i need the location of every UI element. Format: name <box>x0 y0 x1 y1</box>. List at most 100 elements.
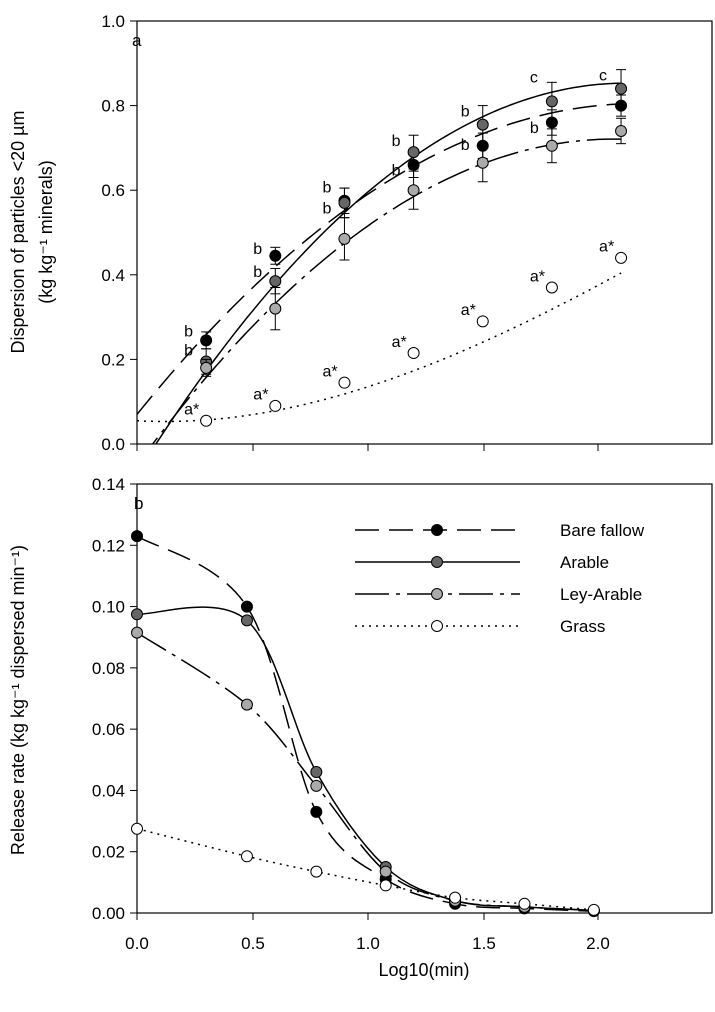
panel-b-point-3 <box>518 897 531 910</box>
panel-b-ytick-label: 0.08 <box>92 659 125 678</box>
panel-b-ytick-label: 0.04 <box>92 781 125 800</box>
panel-a-point-1 <box>407 146 420 159</box>
panel-b-point-2 <box>310 779 323 792</box>
panel-a-sig-label: a* <box>530 268 545 285</box>
panel-b-xtick-label: 0.5 <box>241 934 265 953</box>
panel-a-sig-label: c <box>530 69 538 86</box>
panel-a-point-3 <box>200 414 213 427</box>
panel-a-sig-label: a* <box>184 402 199 419</box>
panel-a-point-1 <box>269 275 282 288</box>
panel-b-point-3 <box>310 865 323 878</box>
panel-a-point-1 <box>615 82 628 95</box>
legend-label-0: Bare fallow <box>560 521 645 540</box>
panel-b-frame <box>136 483 713 914</box>
panel-b-ytick-label: 0.14 <box>92 475 125 494</box>
panel-a-sig-label: b <box>253 264 262 281</box>
panel-a-point-2 <box>200 361 213 374</box>
panel-b-point-2 <box>379 865 392 878</box>
legend-label-1: Arable <box>560 553 609 572</box>
panel-a-fit-1 <box>154 82 622 444</box>
panel-a-point-1 <box>476 118 489 131</box>
panel-a-fit-2 <box>151 138 622 444</box>
panel-a-point-2 <box>615 124 628 137</box>
panel-a-sig-label: c <box>599 67 607 84</box>
panel-b-label: b <box>134 494 143 513</box>
panel-a-sig-label: b <box>322 201 331 218</box>
panel-a-sig-label: a* <box>392 334 407 351</box>
panel-b-ytick-label: 0.02 <box>92 843 125 862</box>
panel-b-ytick-label: 0.10 <box>92 598 125 617</box>
panel-a-sig-label: b <box>253 241 262 258</box>
panel-a-point-3 <box>615 251 628 264</box>
panel-a-sig-label: b <box>184 323 193 340</box>
panel-a-fit-3 <box>137 272 622 423</box>
panel-a-point-2 <box>269 302 282 315</box>
panel-b-line-1 <box>136 606 594 912</box>
panel-a-point-2 <box>407 184 420 197</box>
legend-label-2: Ley-Arable <box>560 585 642 604</box>
panel-a-sig-label: b <box>392 163 401 180</box>
legend-label-3: Grass <box>560 617 605 636</box>
panel-a-sig-label: b <box>392 133 401 150</box>
x-axis-label: Log10(min) <box>378 960 469 980</box>
panel-b-ylabel: Release rate (kg kg⁻¹ dispersed min⁻¹) <box>8 545 28 855</box>
panel-b-xtick-label: 1.0 <box>356 934 380 953</box>
panel-a-point-3 <box>545 281 558 294</box>
panel-b-point-1 <box>131 608 143 621</box>
panel-b-point-2 <box>240 698 253 711</box>
panel-a-ytick-label: 0.2 <box>101 350 125 369</box>
panel-b-ytick-label: 0.06 <box>92 720 125 739</box>
legend-marker-0 <box>431 524 443 536</box>
panel-a-sig-label: a* <box>322 363 337 380</box>
legend: Bare fallow Arable Ley-Arable Grass <box>355 521 645 636</box>
panel-a-fit-0 <box>137 103 622 415</box>
panel-a-point-2 <box>545 139 558 152</box>
panel-a-sig-label: a* <box>253 387 268 404</box>
panel-b-point-1 <box>310 766 323 779</box>
panel-b-line-2 <box>136 631 594 912</box>
panel-a-ytick-label: 0.6 <box>101 181 125 200</box>
panel-b-point-3 <box>131 822 143 835</box>
panel-b-point-0 <box>240 600 253 613</box>
panel-b-line-0 <box>136 535 594 912</box>
panel-a-ytick-label: 0.8 <box>101 97 125 116</box>
panel-b-point-3 <box>587 903 600 916</box>
panel-a-point-3 <box>338 376 351 389</box>
panel-a-ylabel-units: (kg kg⁻¹ minerals) <box>36 160 56 304</box>
panel-a-ytick-label: 0.0 <box>101 435 125 454</box>
panel-a-sig-label: a* <box>599 239 614 256</box>
legend-marker-1 <box>431 556 443 568</box>
panel-a-point-0 <box>269 249 282 262</box>
panel-a-point-0 <box>200 334 213 347</box>
panel-a-point-2 <box>338 232 351 245</box>
panel-a-ylabel: Dispersion of particles <20 µm <box>8 111 28 354</box>
panel-a-point-3 <box>407 347 420 360</box>
panel-a-frame <box>136 20 713 445</box>
legend-marker-2 <box>431 588 443 600</box>
panel-a-ytick-label: 0.4 <box>101 266 125 285</box>
panel-a-point-3 <box>476 315 489 328</box>
panel-a-sig-label: b <box>461 103 470 120</box>
panel-b-point-1 <box>240 614 253 627</box>
panel-a-label: a <box>132 31 142 50</box>
panel-b-point-2 <box>131 626 143 639</box>
panel-a-point-1 <box>545 95 558 108</box>
panel-b-xtick-label: 1.5 <box>472 934 496 953</box>
panel-b-point-3 <box>449 891 462 904</box>
panel-b-point-0 <box>310 805 323 818</box>
panel-b-ytick-label: 0.00 <box>92 904 125 923</box>
panel-a-sig-label: b <box>530 120 539 137</box>
panel-a-point-3 <box>269 399 282 412</box>
panel-b-xtick-label: 0.0 <box>125 934 149 953</box>
panel-b-point-0 <box>131 530 143 543</box>
panel-b-ytick-label: 0.12 <box>92 536 125 555</box>
panel-a-sig-label: b <box>461 137 470 154</box>
panel-b-xtick-label: 2.0 <box>586 934 610 953</box>
panel-a-ytick-label: 1.0 <box>101 12 125 31</box>
panel-b-point-3 <box>240 850 253 863</box>
panel-a-point-2 <box>476 156 489 169</box>
panel-b-line-3 <box>136 828 594 911</box>
panel-a-sig-label: a* <box>461 302 476 319</box>
panel-a-sig-label: b <box>322 179 331 196</box>
